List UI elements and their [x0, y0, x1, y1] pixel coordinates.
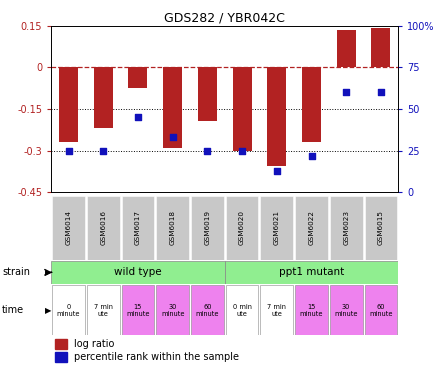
- Point: [204, 147, 211, 153]
- Text: 15
minute: 15 minute: [126, 304, 150, 317]
- Bar: [129, 67, 147, 88]
- Text: 7 min
ute: 7 min ute: [94, 304, 113, 317]
- Text: ▶: ▶: [45, 306, 51, 315]
- Bar: [225, 261, 398, 284]
- Text: 7 min
ute: 7 min ute: [267, 304, 286, 317]
- Bar: [191, 285, 224, 335]
- Bar: [330, 285, 363, 335]
- Text: 30
minute: 30 minute: [161, 304, 184, 317]
- Text: GSM6020: GSM6020: [239, 210, 245, 245]
- Text: 30
minute: 30 minute: [335, 304, 358, 317]
- Bar: [260, 285, 293, 335]
- Bar: [198, 67, 217, 122]
- Title: GDS282 / YBR042C: GDS282 / YBR042C: [164, 11, 285, 25]
- Bar: [156, 285, 189, 335]
- Text: log ratio: log ratio: [74, 339, 114, 349]
- Bar: [364, 196, 397, 260]
- Text: GSM6021: GSM6021: [274, 210, 280, 245]
- Text: GSM6016: GSM6016: [100, 210, 106, 245]
- Bar: [267, 67, 286, 166]
- Text: GSM6022: GSM6022: [308, 210, 315, 245]
- Bar: [121, 285, 154, 335]
- Text: GSM6023: GSM6023: [343, 210, 349, 245]
- Bar: [226, 285, 259, 335]
- Bar: [191, 196, 224, 260]
- Bar: [59, 67, 78, 142]
- Bar: [121, 196, 154, 260]
- Point: [308, 153, 315, 158]
- Point: [239, 147, 246, 153]
- Text: 60
minute: 60 minute: [196, 304, 219, 317]
- Bar: [51, 261, 225, 284]
- Bar: [55, 339, 67, 349]
- Text: strain: strain: [2, 267, 30, 277]
- Point: [169, 134, 176, 140]
- Bar: [156, 196, 189, 260]
- Text: GSM6014: GSM6014: [65, 210, 72, 245]
- Bar: [55, 351, 67, 362]
- Bar: [260, 196, 293, 260]
- Point: [377, 89, 384, 95]
- Bar: [337, 30, 356, 67]
- Bar: [163, 67, 182, 148]
- Bar: [233, 67, 251, 150]
- Bar: [52, 285, 85, 335]
- Text: wild type: wild type: [114, 267, 162, 277]
- Bar: [295, 285, 328, 335]
- Point: [65, 147, 72, 153]
- Bar: [94, 67, 113, 128]
- Text: GSM6017: GSM6017: [135, 210, 141, 245]
- Bar: [302, 67, 321, 142]
- Bar: [295, 196, 328, 260]
- Text: GSM6015: GSM6015: [378, 210, 384, 245]
- Text: time: time: [2, 305, 24, 315]
- Text: ppt1 mutant: ppt1 mutant: [279, 267, 344, 277]
- Text: 0
minute: 0 minute: [57, 304, 80, 317]
- Text: 60
minute: 60 minute: [369, 304, 392, 317]
- Point: [134, 114, 142, 120]
- Bar: [87, 285, 120, 335]
- Text: 15
minute: 15 minute: [300, 304, 323, 317]
- Text: GSM6018: GSM6018: [170, 210, 176, 245]
- Bar: [372, 29, 390, 67]
- Text: 0 min
ute: 0 min ute: [233, 304, 251, 317]
- Bar: [87, 196, 120, 260]
- Bar: [226, 196, 259, 260]
- Bar: [364, 285, 397, 335]
- Point: [100, 147, 107, 153]
- Text: percentile rank within the sample: percentile rank within the sample: [74, 352, 239, 362]
- Bar: [52, 196, 85, 260]
- Point: [343, 89, 350, 95]
- Bar: [330, 196, 363, 260]
- Text: GSM6019: GSM6019: [204, 210, 210, 245]
- Point: [273, 168, 280, 173]
- Text: ▶: ▶: [45, 268, 51, 277]
